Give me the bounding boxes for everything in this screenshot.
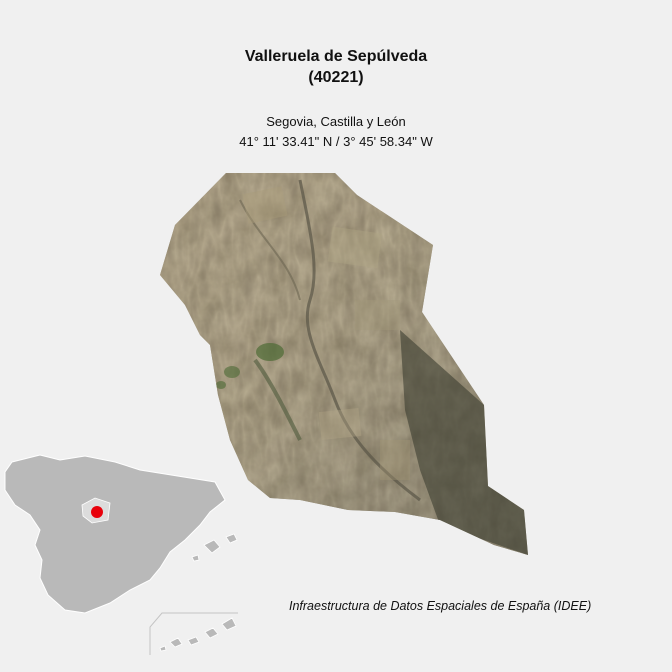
municipality-title: Valleruela de Sepúlveda [244, 48, 428, 65]
data-source-credit: Infraestructura de Datos Espaciales de E… [289, 599, 592, 613]
balearic-islands-shape [191, 533, 238, 562]
canary-islands-frame [149, 612, 238, 655]
location-marker-icon [91, 506, 103, 518]
canary-islands-shape [159, 617, 237, 652]
spain-inset-map [4, 454, 238, 655]
iberian-peninsula-shape [4, 454, 226, 614]
coordinates-label: 41° 11' 33.41" N / 3° 45' 58.34" W [239, 134, 433, 149]
municipality-code: (40221) [308, 69, 364, 86]
region-label: Segovia, Castilla y León [266, 114, 406, 129]
